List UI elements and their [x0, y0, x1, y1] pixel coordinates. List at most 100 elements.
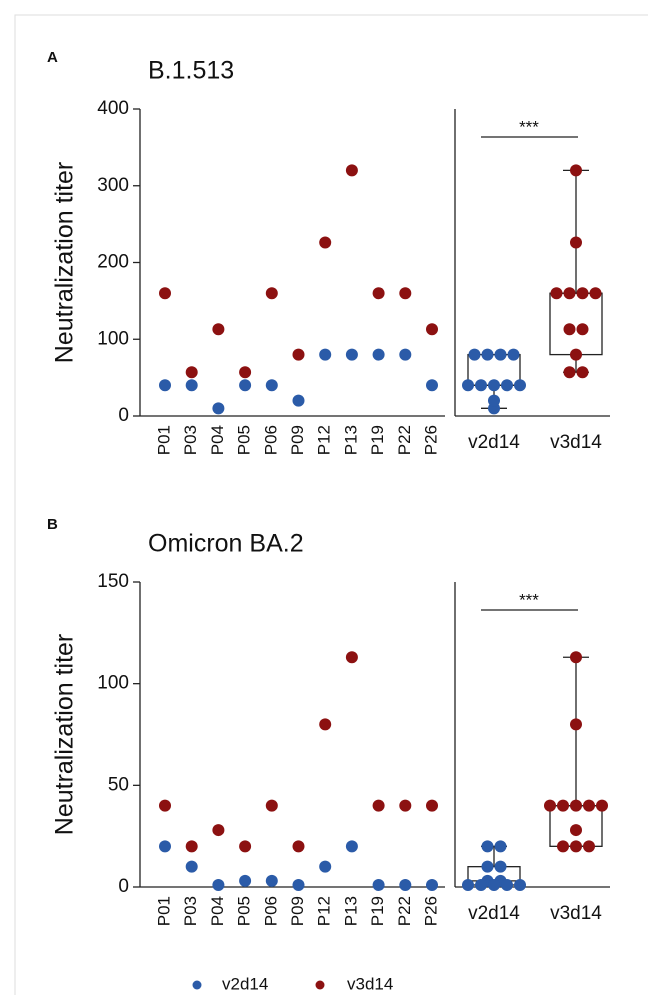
- dot: [426, 323, 438, 336]
- y-tick-label: 0: [118, 876, 129, 897]
- dot: [372, 878, 385, 891]
- box-dot: [563, 287, 576, 300]
- x-tick-label: P09: [288, 896, 307, 926]
- box-dot: [570, 236, 582, 249]
- significance-label: ***: [519, 117, 539, 136]
- box-dot: [596, 799, 608, 812]
- y-tick-label: 200: [97, 252, 129, 273]
- x-tick-label: P13: [341, 896, 360, 926]
- legend-marker: [315, 980, 325, 990]
- box-dot: [583, 840, 595, 853]
- box-dot: [481, 348, 494, 361]
- dot: [345, 651, 358, 664]
- dot: [292, 348, 305, 361]
- x-tick-label: P06: [261, 425, 280, 455]
- dot: [239, 366, 252, 379]
- x-tick-label: P09: [288, 425, 307, 455]
- box-dot: [481, 860, 494, 873]
- dot: [185, 366, 198, 379]
- dot: [159, 379, 171, 392]
- x-tick-label: P13: [341, 425, 360, 455]
- dot: [212, 824, 225, 837]
- x-tick-label: P26: [421, 896, 440, 926]
- box-dot: [583, 799, 595, 812]
- box-label: v2d14: [468, 903, 520, 924]
- box-dot: [507, 348, 520, 361]
- dot: [319, 718, 332, 731]
- y-tick-label: 100: [97, 673, 129, 694]
- y-tick-label: 400: [97, 98, 129, 119]
- dot: [212, 323, 225, 336]
- box: [549, 292, 603, 356]
- dot: [292, 878, 305, 891]
- dot: [345, 348, 358, 361]
- dot: [426, 799, 438, 812]
- box-dot: [475, 379, 487, 392]
- y-axis-label: Neutralization titer: [51, 162, 79, 363]
- dot: [319, 860, 332, 873]
- box-dot: [576, 323, 589, 336]
- dot: [185, 379, 198, 392]
- panel-label: A: [47, 49, 58, 66]
- dot: [265, 799, 278, 812]
- box-dot: [514, 379, 526, 392]
- dot: [212, 402, 225, 415]
- box-dot: [570, 164, 582, 177]
- x-tick-label: P26: [421, 425, 440, 455]
- box-dot: [501, 878, 513, 891]
- x-tick-label: P04: [208, 425, 227, 455]
- box-dot: [494, 860, 507, 873]
- box-label: v3d14: [550, 903, 602, 924]
- box-dot: [488, 394, 500, 407]
- box-dot: [570, 718, 582, 731]
- dot: [399, 348, 412, 361]
- panel-label: B: [47, 516, 58, 533]
- box-dot: [494, 840, 507, 853]
- box-dot: [576, 366, 589, 379]
- box-dot: [570, 824, 582, 837]
- y-axis-label: Neutralization titer: [51, 634, 79, 835]
- dot: [292, 394, 305, 407]
- box-dot: [481, 840, 494, 853]
- x-tick-label: P01: [154, 425, 173, 455]
- box-dot: [475, 878, 487, 891]
- box-dot: [570, 651, 582, 664]
- dot: [292, 840, 305, 853]
- box-dot: [563, 366, 576, 379]
- box-dot: [557, 840, 569, 853]
- dot: [239, 840, 252, 853]
- dot: [372, 348, 385, 361]
- x-tick-label: P04: [208, 896, 227, 926]
- box-dot: [501, 379, 513, 392]
- x-tick-label: P19: [368, 896, 387, 926]
- chart-title: B.1.513: [148, 57, 234, 85]
- dot: [159, 287, 171, 300]
- x-tick-label: P05: [235, 425, 254, 455]
- x-tick-label: P22: [395, 896, 414, 926]
- legend-label: v2d14: [222, 974, 268, 993]
- box-dot: [557, 799, 569, 812]
- x-tick-label: P06: [261, 896, 280, 926]
- box-dot: [570, 840, 582, 853]
- y-tick-label: 300: [97, 175, 129, 196]
- box-dot: [570, 348, 582, 361]
- box-dot: [462, 379, 474, 392]
- dot: [319, 348, 332, 361]
- box-label: v2d14: [468, 432, 520, 453]
- box-dot: [589, 287, 602, 300]
- x-tick-label: P05: [235, 896, 254, 926]
- dot: [185, 840, 198, 853]
- dot: [265, 874, 278, 887]
- legend-marker: [192, 980, 202, 990]
- dot: [159, 799, 171, 812]
- dot: [399, 878, 412, 891]
- box-dot: [468, 348, 481, 361]
- box-dot: [488, 379, 500, 392]
- x-tick-label: P01: [154, 896, 173, 926]
- x-tick-label: P03: [181, 425, 200, 455]
- dot: [212, 878, 225, 891]
- dot: [239, 379, 252, 392]
- y-tick-label: 100: [97, 328, 129, 349]
- x-tick-label: P12: [315, 425, 334, 455]
